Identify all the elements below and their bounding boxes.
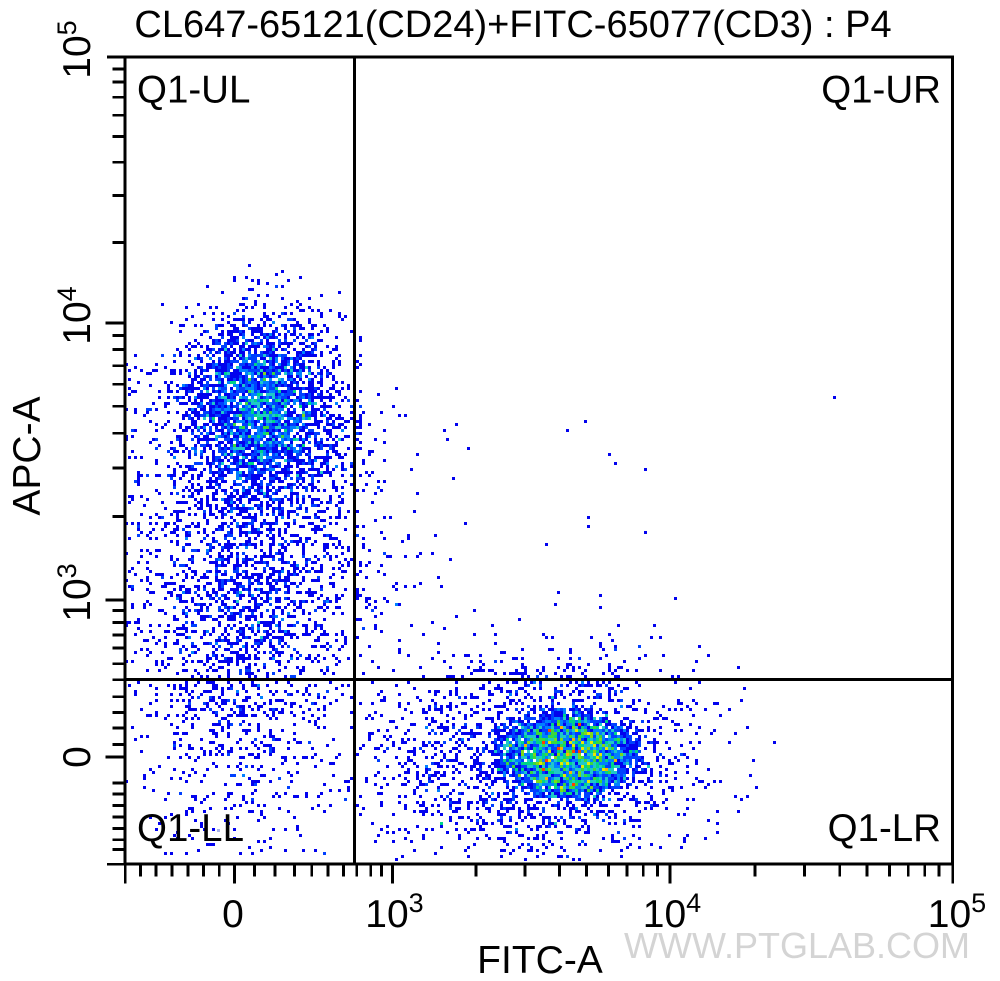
svg-text:Q1-UL: Q1-UL [137,69,250,112]
svg-text:0: 0 [222,893,244,936]
svg-text:105: 105 [52,20,99,78]
svg-text:Q1-UR: Q1-UR [821,69,941,112]
svg-text:0: 0 [56,746,99,768]
svg-text:FITC-A: FITC-A [477,939,603,981]
svg-text:105: 105 [928,888,986,936]
svg-text:104: 104 [643,888,701,936]
svg-text:Q1-LL: Q1-LL [137,807,244,850]
svg-text:CL647-65121(CD24)+FITC-65077(C: CL647-65121(CD24)+FITC-65077(CD3) : P4 [134,4,891,46]
svg-text:APC-A: APC-A [6,396,49,515]
svg-text:WWW.PTGLAB.COM: WWW.PTGLAB.COM [624,925,970,966]
svg-text:103: 103 [365,888,423,936]
svg-text:103: 103 [52,563,99,621]
svg-text:Q1-LR: Q1-LR [828,807,941,850]
svg-text:104: 104 [52,286,99,344]
